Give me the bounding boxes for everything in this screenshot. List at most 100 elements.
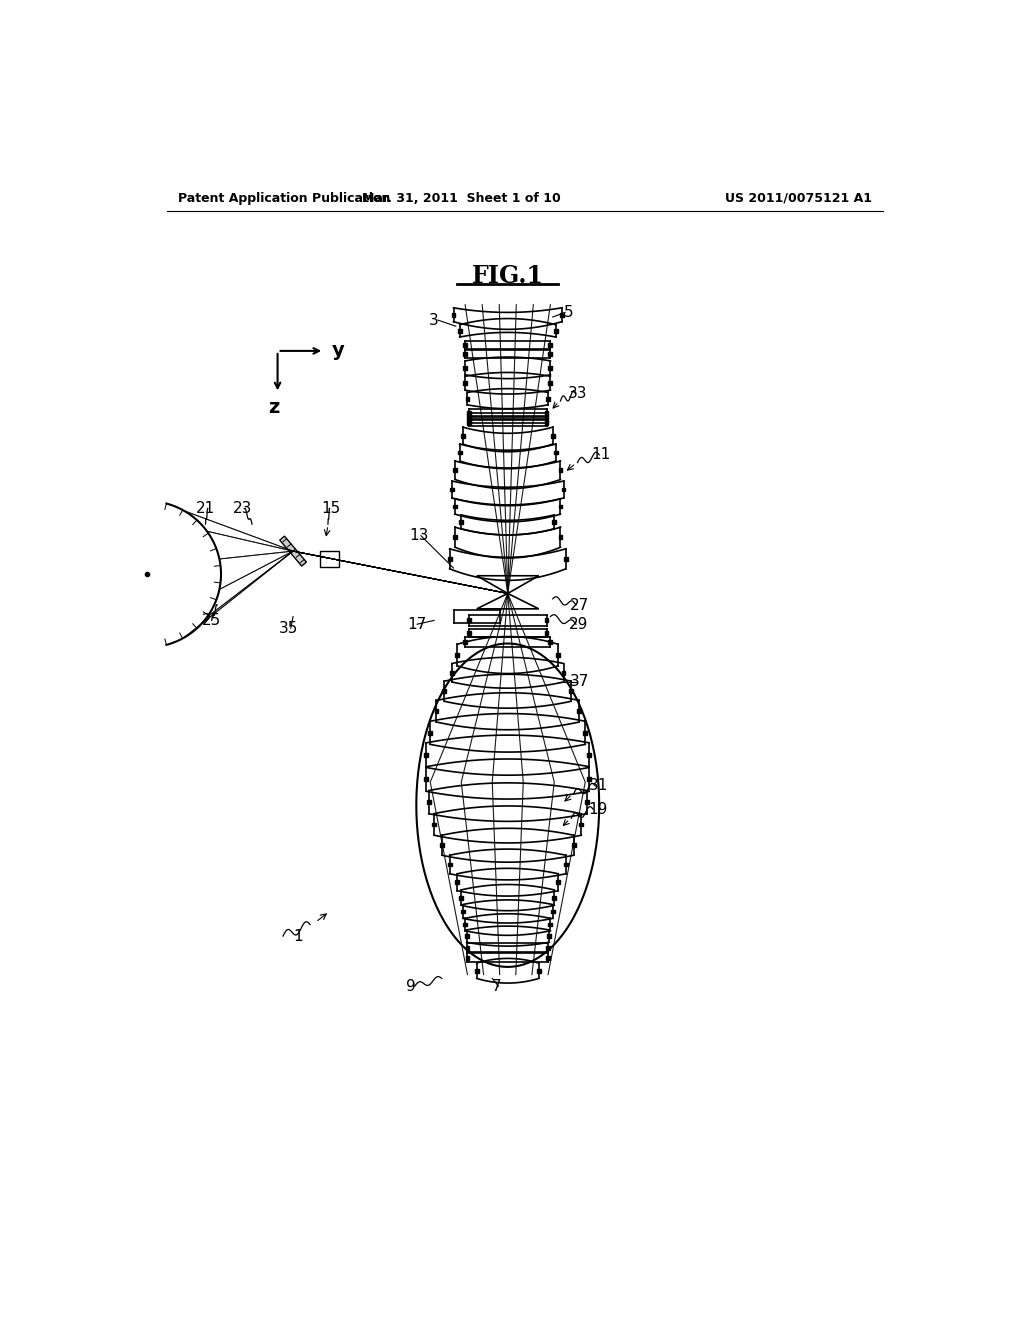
Bar bbox=[552, 896, 556, 899]
Text: 19: 19 bbox=[589, 801, 608, 817]
Bar bbox=[456, 653, 460, 657]
Bar bbox=[456, 880, 460, 884]
Text: 35: 35 bbox=[279, 620, 298, 636]
Text: 37: 37 bbox=[569, 675, 589, 689]
Bar bbox=[545, 414, 549, 418]
Bar bbox=[432, 822, 436, 826]
Bar bbox=[580, 822, 584, 826]
Text: 17: 17 bbox=[408, 616, 427, 632]
Text: Mar. 31, 2011  Sheet 1 of 10: Mar. 31, 2011 Sheet 1 of 10 bbox=[361, 191, 560, 205]
Bar bbox=[467, 619, 471, 622]
Bar bbox=[561, 671, 565, 675]
Bar bbox=[558, 504, 562, 508]
Bar bbox=[545, 418, 549, 422]
Bar bbox=[556, 653, 560, 657]
Text: 9: 9 bbox=[406, 978, 416, 994]
Text: 33: 33 bbox=[567, 385, 587, 401]
Text: 23: 23 bbox=[233, 502, 252, 516]
Bar bbox=[585, 800, 589, 804]
Text: 31: 31 bbox=[589, 779, 608, 793]
Bar bbox=[552, 520, 556, 524]
Bar bbox=[463, 381, 467, 385]
Bar bbox=[463, 640, 467, 644]
Bar bbox=[463, 352, 467, 356]
Bar bbox=[463, 343, 467, 347]
Text: US 2011/0075121 A1: US 2011/0075121 A1 bbox=[725, 191, 872, 205]
Bar bbox=[466, 956, 469, 960]
Bar bbox=[460, 896, 463, 899]
Bar bbox=[558, 536, 562, 539]
Bar bbox=[450, 671, 454, 675]
Text: 7: 7 bbox=[492, 978, 501, 994]
Bar bbox=[578, 709, 581, 713]
Bar bbox=[556, 880, 560, 884]
Bar bbox=[564, 557, 568, 561]
Bar bbox=[546, 956, 550, 960]
Text: 25: 25 bbox=[202, 612, 221, 628]
Bar bbox=[453, 536, 457, 539]
Bar bbox=[545, 411, 549, 414]
Bar bbox=[447, 557, 452, 561]
Bar bbox=[466, 945, 469, 949]
Bar bbox=[549, 381, 552, 385]
Bar bbox=[458, 450, 462, 454]
Bar bbox=[461, 909, 465, 913]
Bar bbox=[453, 504, 457, 508]
Bar bbox=[453, 469, 457, 473]
Bar bbox=[558, 469, 562, 473]
Bar bbox=[587, 777, 591, 781]
Text: 27: 27 bbox=[569, 598, 589, 612]
Text: Patent Application Publication: Patent Application Publication bbox=[178, 191, 391, 205]
Text: 1: 1 bbox=[294, 928, 303, 944]
Bar bbox=[467, 414, 471, 418]
Bar bbox=[551, 434, 555, 437]
Bar bbox=[549, 352, 552, 356]
Bar bbox=[440, 843, 443, 847]
Bar bbox=[442, 689, 446, 693]
Bar bbox=[460, 520, 463, 524]
Bar bbox=[428, 731, 432, 735]
Bar bbox=[463, 923, 467, 927]
Bar bbox=[571, 843, 575, 847]
Text: 29: 29 bbox=[569, 616, 589, 632]
Bar bbox=[461, 434, 465, 437]
Bar bbox=[458, 329, 462, 333]
Bar bbox=[564, 862, 568, 866]
Bar bbox=[424, 754, 428, 758]
Bar bbox=[545, 631, 549, 635]
Bar bbox=[587, 754, 591, 758]
Bar bbox=[467, 411, 471, 414]
Bar bbox=[546, 945, 550, 949]
Bar bbox=[561, 487, 565, 491]
Text: y: y bbox=[332, 342, 344, 360]
Bar bbox=[465, 935, 469, 939]
Bar bbox=[463, 366, 467, 370]
Bar bbox=[467, 421, 471, 425]
Text: z: z bbox=[268, 397, 280, 417]
Bar bbox=[549, 923, 552, 927]
Bar bbox=[452, 313, 456, 317]
Bar bbox=[450, 487, 454, 491]
Bar bbox=[549, 366, 552, 370]
Bar bbox=[427, 800, 431, 804]
Bar bbox=[551, 909, 555, 913]
Bar bbox=[546, 397, 550, 400]
Bar bbox=[447, 862, 452, 866]
Bar bbox=[560, 313, 564, 317]
Text: 21: 21 bbox=[196, 502, 215, 516]
Bar bbox=[467, 631, 471, 635]
Bar bbox=[545, 421, 549, 425]
Text: 5: 5 bbox=[563, 305, 573, 319]
Bar bbox=[584, 731, 587, 735]
Bar bbox=[554, 329, 558, 333]
Bar bbox=[549, 343, 552, 347]
Text: 3: 3 bbox=[429, 313, 439, 327]
Bar bbox=[424, 777, 428, 781]
Text: 11: 11 bbox=[591, 447, 610, 462]
Bar bbox=[467, 418, 471, 422]
Bar bbox=[537, 969, 541, 973]
Bar bbox=[545, 619, 549, 622]
Bar bbox=[466, 397, 469, 400]
Bar bbox=[475, 969, 478, 973]
Text: 15: 15 bbox=[322, 502, 341, 516]
